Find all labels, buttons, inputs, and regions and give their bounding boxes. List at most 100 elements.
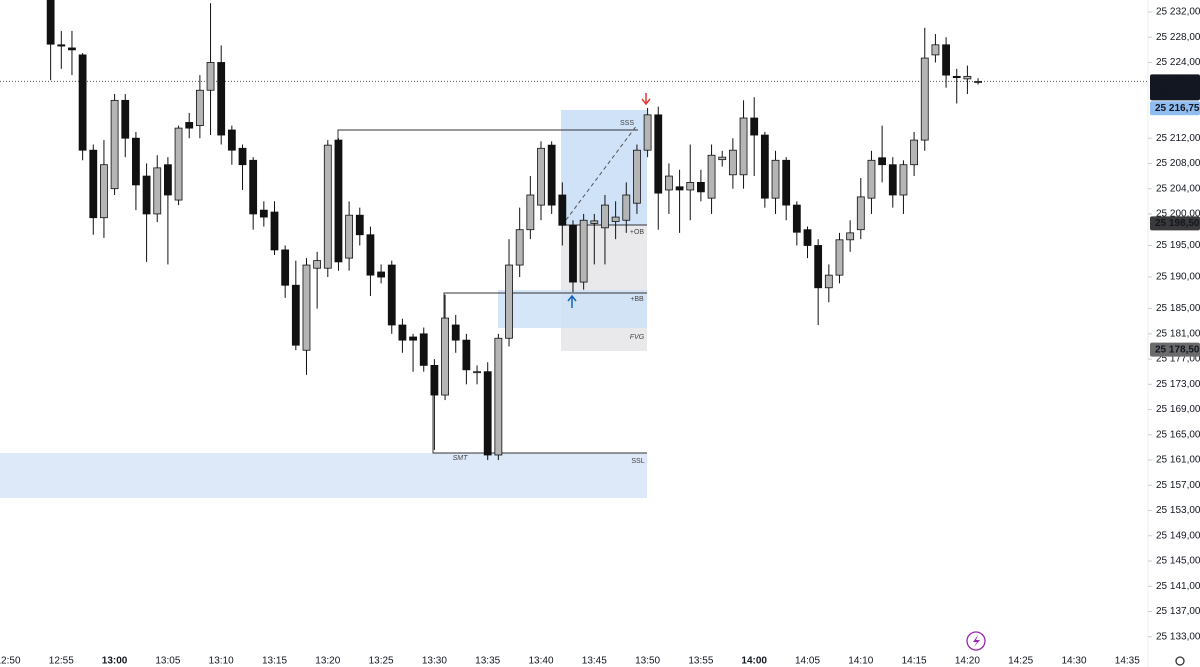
candle-down xyxy=(68,47,76,51)
arrow-down xyxy=(641,93,651,106)
x-tick-label: 14:35 xyxy=(1115,656,1140,667)
annotation: SSL xyxy=(631,458,644,465)
candle-down xyxy=(270,211,279,251)
x-tick-label: 14:20 xyxy=(955,656,980,667)
annotation: FVG xyxy=(630,334,645,341)
y-tick-label: 25 157,00 xyxy=(1156,480,1200,491)
candle-down xyxy=(569,224,577,283)
candle-up xyxy=(931,44,940,56)
x-tick-label: 12:55 xyxy=(49,656,74,667)
settings-icon[interactable] xyxy=(1175,656,1185,666)
y-tick-label: 25 137,00 xyxy=(1156,606,1200,617)
candle-down xyxy=(760,134,769,199)
y-tick-label: 25 181,00 xyxy=(1156,328,1200,339)
candle-down xyxy=(291,284,300,346)
x-tick-label: 14:00 xyxy=(741,656,767,667)
candle-up xyxy=(579,219,588,283)
candle-down xyxy=(398,324,407,341)
candle-down xyxy=(377,271,386,278)
y-tick-label: 25 133,00 xyxy=(1156,631,1200,642)
y-tick-label: 25 228,00 xyxy=(1156,32,1200,43)
candle-down xyxy=(78,54,87,151)
candle-up xyxy=(601,204,609,229)
x-tick-label: 14:15 xyxy=(902,656,927,667)
candle-down xyxy=(387,264,396,326)
x-tick-label: 13:40 xyxy=(528,656,553,667)
candle-down xyxy=(259,209,268,218)
arrow-up xyxy=(567,294,577,308)
candle-up xyxy=(771,159,780,199)
candle-up xyxy=(718,156,727,161)
candle-down xyxy=(814,245,823,289)
price-tag-label: 25 216,75 xyxy=(1155,103,1200,114)
candle-up xyxy=(824,274,833,289)
candle-down xyxy=(430,364,439,396)
candle-down xyxy=(366,234,375,276)
candle-down xyxy=(942,44,950,76)
candle-up xyxy=(302,264,311,351)
y-tick-label: 25 200,00 xyxy=(1156,209,1200,220)
candle-up xyxy=(537,147,545,206)
candle-up xyxy=(846,232,855,241)
y-tick-label: 25 185,00 xyxy=(1156,303,1200,314)
candle-up xyxy=(590,220,599,224)
candle-down xyxy=(878,157,887,166)
y-tick-label: 25 204,00 xyxy=(1156,183,1200,194)
candle-down xyxy=(334,139,343,263)
candle-up xyxy=(728,149,737,176)
y-tick-label: 25 212,00 xyxy=(1156,133,1200,144)
candle-up xyxy=(611,216,620,222)
candle-down xyxy=(132,137,140,186)
x-tick-label: 13:55 xyxy=(688,656,713,667)
y-tick-label: 25 149,00 xyxy=(1156,530,1200,541)
annotation: SSS xyxy=(620,120,634,127)
candle-up xyxy=(963,75,972,80)
candle-up xyxy=(707,154,716,199)
candle-up xyxy=(633,149,641,204)
x-tick-label: 13:45 xyxy=(582,656,607,667)
candle-up xyxy=(739,117,748,176)
candle-down xyxy=(675,186,684,191)
candle-up xyxy=(100,164,108,219)
candle-down xyxy=(281,249,290,286)
candle-down xyxy=(782,159,791,206)
candle-down xyxy=(409,336,417,341)
candle-up xyxy=(441,317,449,396)
candle-down xyxy=(888,164,897,196)
candle-up xyxy=(856,196,865,231)
trend-line xyxy=(565,124,638,221)
zone xyxy=(0,453,647,498)
annotation: +OB xyxy=(630,229,645,236)
x-tick-label: 14:30 xyxy=(1061,656,1086,667)
price-tag-label: 25 221,00 xyxy=(1155,76,1200,87)
candle-down xyxy=(483,371,492,456)
y-tick-label: 25 190,00 xyxy=(1156,272,1200,283)
price-tag-label: 25 198,50 xyxy=(1155,218,1200,229)
x-tick-label: 13:10 xyxy=(209,656,234,667)
candle-down xyxy=(89,149,98,219)
drawings xyxy=(0,93,651,498)
candle-down xyxy=(792,204,801,233)
candles xyxy=(46,0,982,461)
y-tick-label: 25 145,00 xyxy=(1156,556,1200,567)
candle-up xyxy=(920,57,929,141)
price-tag xyxy=(1150,74,1200,101)
x-tick-label: 14:25 xyxy=(1008,656,1033,667)
candle-up xyxy=(643,114,652,151)
candle-down xyxy=(185,122,194,129)
y-tick-label: 25 169,00 xyxy=(1156,404,1200,415)
candle-up xyxy=(526,194,535,231)
candle-down xyxy=(121,99,130,139)
candle-down xyxy=(142,175,151,215)
candle-up xyxy=(910,139,918,166)
price-tag-label: 25 178,50 xyxy=(1155,344,1200,355)
x-tick-label: 12:50 xyxy=(0,656,21,667)
candle-up xyxy=(174,127,183,201)
candle-up xyxy=(686,181,695,191)
y-tick-label: 25 165,00 xyxy=(1156,429,1200,440)
candle-down xyxy=(750,117,759,136)
price-tag xyxy=(1150,216,1200,231)
candle-up xyxy=(974,81,982,83)
annotation: +BB xyxy=(630,296,644,303)
